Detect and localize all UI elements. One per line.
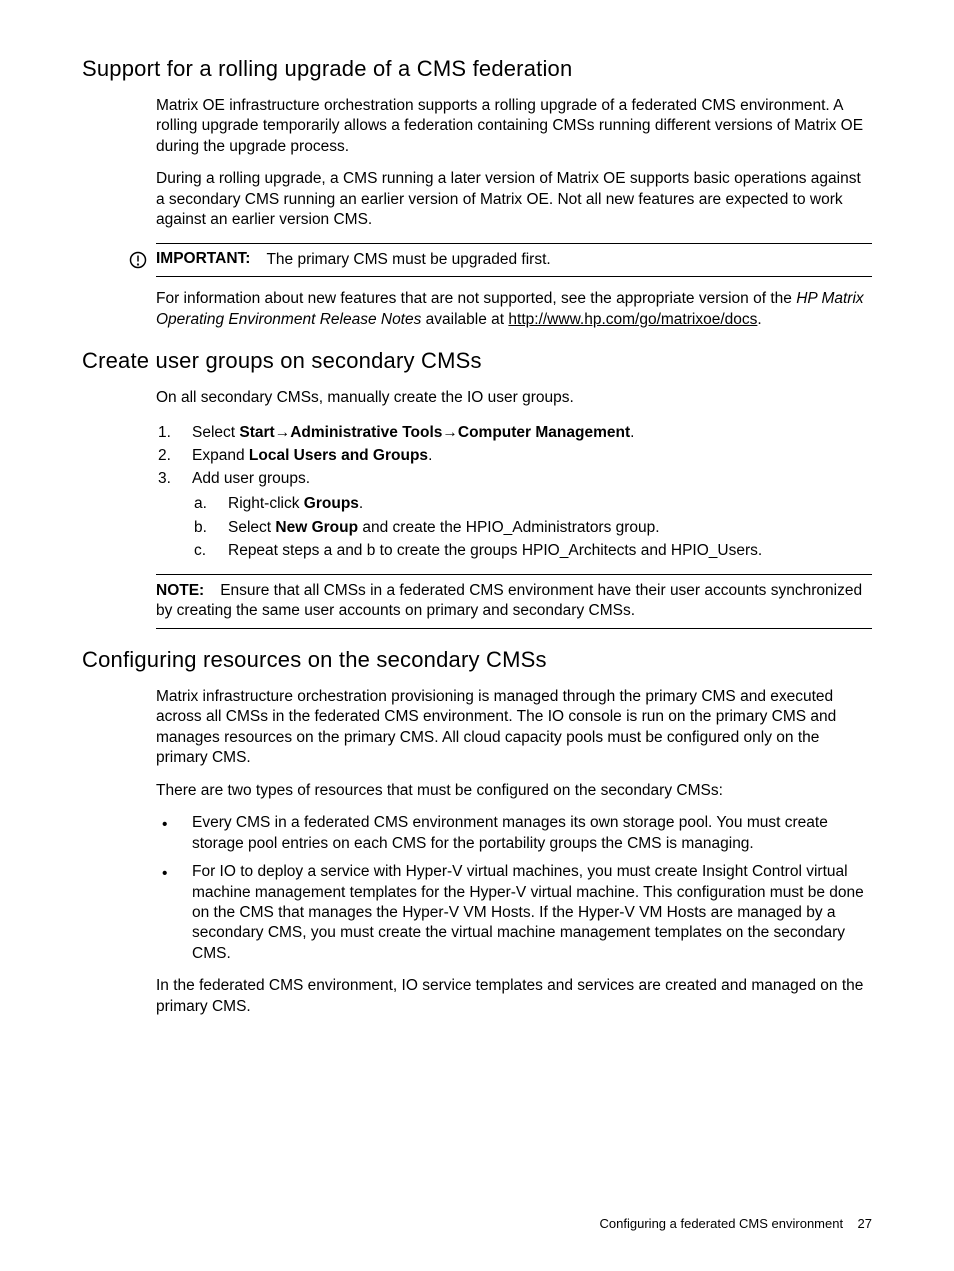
docs-link[interactable]: http://www.hp.com/go/matrixoe/docs: [508, 311, 757, 328]
menu-path: Administrative Tools: [290, 424, 442, 441]
ui-label: New Group: [275, 519, 358, 536]
note-label: NOTE:: [156, 582, 204, 599]
para: In the federated CMS environment, IO ser…: [156, 976, 872, 1017]
text: .: [428, 447, 432, 464]
text: .: [359, 495, 363, 512]
menu-path: Computer Management: [458, 424, 630, 441]
list-marker: a.: [192, 492, 228, 515]
list-item: 1. Select Start→Administrative Tools→Com…: [156, 421, 872, 444]
para: During a rolling upgrade, a CMS running …: [156, 169, 872, 230]
text: and create the HPIO_Administrators group…: [358, 519, 660, 536]
list-content: For IO to deploy a service with Hyper-V …: [192, 862, 872, 964]
text: Select: [228, 519, 275, 536]
text: Expand: [192, 447, 249, 464]
list-item: • For IO to deploy a service with Hyper-…: [156, 862, 872, 964]
list-marker: b.: [192, 516, 228, 539]
ui-label: Groups: [304, 495, 359, 512]
ui-label: Local Users and Groups: [249, 447, 428, 464]
page-footer: Configuring a federated CMS environment …: [600, 1216, 872, 1231]
sub-ordered-list: a. Right-click Groups. b. Select New Gro…: [192, 492, 872, 562]
text: Add user groups.: [192, 470, 310, 487]
arrow: →: [442, 424, 458, 441]
bullet-marker: •: [156, 862, 192, 964]
list-item: 2. Expand Local Users and Groups.: [156, 444, 872, 467]
important-label: IMPORTANT:: [156, 250, 250, 268]
page-number: 27: [858, 1216, 872, 1231]
section-create-user-groups: Create user groups on secondary CMSs On …: [82, 348, 872, 629]
list-content: Repeat steps a and b to create the group…: [228, 539, 762, 562]
list-marker: c.: [192, 539, 228, 562]
text: .: [630, 424, 634, 441]
list-content: Every CMS in a federated CMS environment…: [192, 813, 872, 854]
footer-text: Configuring a federated CMS environment: [600, 1216, 844, 1231]
bullet-list: • Every CMS in a federated CMS environme…: [156, 813, 872, 964]
list-item: • Every CMS in a federated CMS environme…: [156, 813, 872, 854]
list-marker: 3.: [156, 467, 192, 562]
list-item: b. Select New Group and create the HPIO_…: [192, 516, 872, 539]
list-content: Select New Group and create the HPIO_Adm…: [228, 516, 660, 539]
heading-rolling-upgrade: Support for a rolling upgrade of a CMS f…: [82, 56, 872, 82]
heading-create-user-groups: Create user groups on secondary CMSs: [82, 348, 872, 374]
important-callout: IMPORTANT: The primary CMS must be upgra…: [156, 243, 872, 277]
para: Matrix OE infrastructure orchestration s…: [156, 96, 872, 157]
important-icon: [120, 250, 156, 269]
para: Matrix infrastructure orchestration prov…: [156, 687, 872, 769]
list-item: a. Right-click Groups.: [192, 492, 872, 515]
arrow: →: [275, 424, 291, 441]
note-callout: NOTE:Ensure that all CMSs in a federated…: [156, 574, 872, 629]
para: On all secondary CMSs, manually create t…: [156, 388, 872, 408]
text: Right-click: [228, 495, 304, 512]
text: For information about new features that …: [156, 290, 796, 307]
bullet-marker: •: [156, 813, 192, 854]
list-content: Add user groups. a. Right-click Groups. …: [192, 467, 872, 562]
list-item: 3. Add user groups. a. Right-click Group…: [156, 467, 872, 562]
menu-path: Start: [239, 424, 274, 441]
heading-configuring-resources: Configuring resources on the secondary C…: [82, 647, 872, 673]
text: Select: [192, 424, 239, 441]
important-text: The primary CMS must be upgraded first.: [266, 250, 550, 270]
ordered-list: 1. Select Start→Administrative Tools→Com…: [156, 421, 872, 563]
section-configuring-resources: Configuring resources on the secondary C…: [82, 647, 872, 1017]
list-marker: 2.: [156, 444, 192, 467]
para: There are two types of resources that mu…: [156, 781, 872, 801]
list-content: Right-click Groups.: [228, 492, 363, 515]
text: .: [757, 311, 761, 328]
list-item: c. Repeat steps a and b to create the gr…: [192, 539, 872, 562]
text: available at: [421, 311, 508, 328]
section-rolling-upgrade: Support for a rolling upgrade of a CMS f…: [82, 56, 872, 330]
note-text: Ensure that all CMSs in a federated CMS …: [156, 582, 862, 619]
para: For information about new features that …: [156, 289, 872, 330]
list-content: Select Start→Administrative Tools→Comput…: [192, 421, 872, 444]
list-content: Expand Local Users and Groups.: [192, 444, 872, 467]
list-marker: 1.: [156, 421, 192, 444]
